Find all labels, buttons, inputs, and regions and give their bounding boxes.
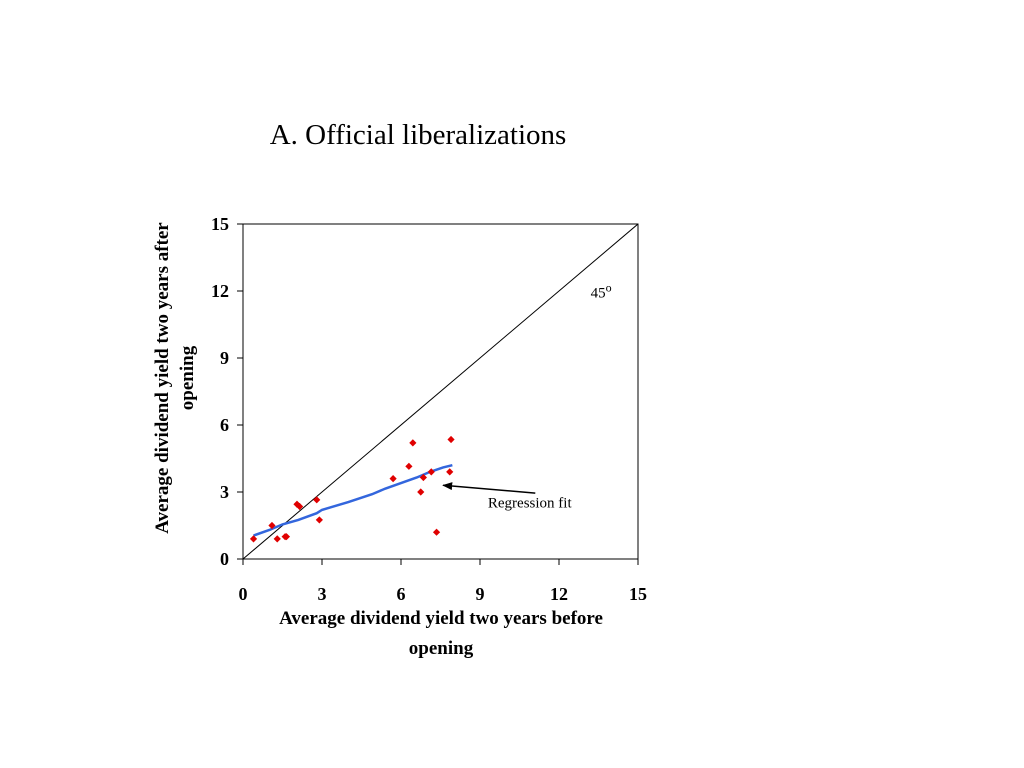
- data-point: [417, 488, 425, 496]
- x-axis-label-line-1: Average dividend yield two years before: [279, 608, 603, 629]
- y-axis-label-line-1: Average dividend yield two years after: [152, 222, 173, 534]
- degree-label: 45o: [591, 281, 612, 302]
- regression-line: [253, 463, 453, 537]
- regression-fit-label: Regression fit: [488, 496, 573, 512]
- x-axis-label-line-2: opening: [409, 638, 474, 659]
- y-axis-label-line-2: opening: [177, 345, 198, 410]
- data-point: [427, 468, 435, 476]
- data-point: [446, 468, 454, 476]
- degree-value: 45: [591, 286, 606, 302]
- reference-line-45: [242, 223, 639, 560]
- data-point: [432, 528, 441, 536]
- chart-title: A. Official liberalizations: [270, 119, 567, 151]
- x-tick-label: 15: [629, 584, 647, 604]
- x-tick-label: 3: [318, 584, 327, 604]
- data-point: [419, 473, 427, 482]
- y-tick-label: 3: [220, 482, 229, 502]
- plot-area: [242, 223, 639, 560]
- x-tick-label: 9: [476, 584, 485, 604]
- x-tick-label: 6: [397, 584, 406, 604]
- data-points: [249, 435, 455, 543]
- y-tick-label: 9: [220, 348, 229, 368]
- x-tick-label: 12: [550, 584, 568, 604]
- y-tick-label: 15: [211, 214, 229, 234]
- regression-arrow: [442, 482, 536, 494]
- degree-sup: o: [606, 281, 612, 295]
- y-tick-label: 0: [220, 549, 229, 569]
- data-point: [405, 462, 413, 470]
- data-point: [296, 502, 304, 511]
- y-tick-labels: 0 3 6 9 12 15: [211, 214, 229, 569]
- data-point: [282, 533, 291, 541]
- data-point: [389, 475, 397, 483]
- data-point: [268, 521, 276, 530]
- data-point: [409, 439, 417, 447]
- data-point: [273, 535, 281, 543]
- axis-ticks: [237, 223, 639, 565]
- y-tick-label: 12: [211, 281, 229, 301]
- data-point: [447, 435, 455, 444]
- x-tick-labels: 0 3 6 9 12 15: [239, 584, 648, 604]
- data-point: [249, 535, 258, 543]
- x-tick-label: 0: [239, 584, 248, 604]
- data-point: [313, 496, 321, 504]
- data-point: [315, 516, 323, 524]
- y-tick-label: 6: [220, 415, 229, 435]
